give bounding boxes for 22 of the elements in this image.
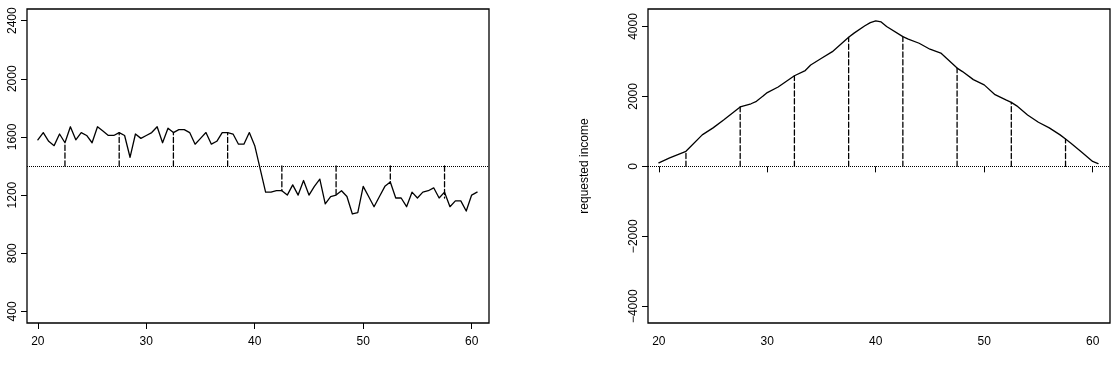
- y-tick-label: 1200: [5, 181, 19, 209]
- y-tick-label: 2400: [5, 6, 19, 34]
- y-tick-label: −2000: [626, 219, 640, 254]
- x-tick-label: 60: [464, 334, 479, 348]
- x-tick-label: 20: [31, 334, 45, 348]
- x-tick-label: 30: [139, 334, 154, 348]
- y-tick-label: 2000: [626, 82, 640, 110]
- x-tick-label: 50: [977, 334, 992, 348]
- y-tick-label: 800: [5, 242, 19, 264]
- x-tick-label: 40: [248, 334, 262, 348]
- y-tick-label: 1600: [5, 123, 19, 151]
- x-tick-label: 50: [356, 334, 371, 348]
- y-tick-label: 0: [626, 162, 640, 170]
- x-tick-label: 40: [869, 334, 883, 348]
- y-tick-label: −4000: [626, 289, 640, 324]
- x-tick-label: 60: [1085, 334, 1100, 348]
- y-tick-label: 400: [5, 301, 19, 322]
- y-tick-label: 4000: [626, 12, 640, 40]
- x-tick-label: 30: [760, 334, 775, 348]
- y-tick-label: 2000: [5, 65, 19, 93]
- y-axis-title: requested income: [577, 117, 591, 214]
- x-tick-label: 20: [652, 334, 666, 348]
